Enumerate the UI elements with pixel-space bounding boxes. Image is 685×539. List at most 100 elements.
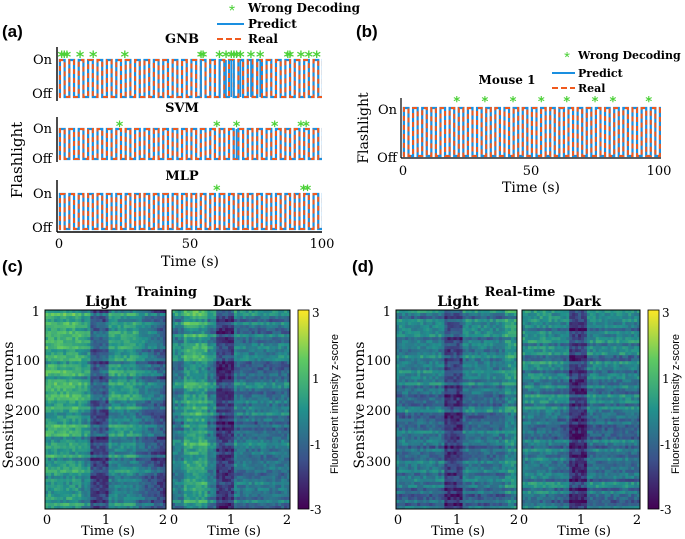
training-dark-cell: [195, 439, 199, 444]
training-light-cell: [51, 433, 55, 438]
training-light-cell: [144, 424, 149, 428]
training-light-cell: [108, 424, 112, 428]
training-light-cell: [162, 325, 167, 329]
training-light-cell: [132, 376, 137, 380]
training-dark-cell: [172, 319, 176, 323]
training-dark-cell: [210, 436, 214, 441]
training-light-cell: [99, 421, 103, 425]
training-dark-cell: [231, 475, 235, 480]
training-dark-cell: [210, 316, 214, 320]
training-dark-cell: [245, 427, 250, 432]
training-dark-cell: [198, 361, 202, 365]
training-dark-cell: [266, 415, 270, 419]
training-dark-cell: [186, 445, 191, 450]
training-light-cell: [84, 400, 88, 404]
training-dark-cell: [222, 316, 226, 320]
training-light-cell: [78, 502, 82, 507]
training-light-cell: [153, 472, 158, 477]
training-light-cell: [78, 358, 82, 362]
training-light-cell: [123, 415, 128, 419]
training-dark-cell: [207, 385, 211, 389]
training-dark-cell: [222, 361, 226, 365]
training-light-cell: [141, 379, 146, 383]
training-dark-cell: [183, 430, 188, 435]
training-dark-cell: [180, 454, 185, 459]
training-dark-cell: [210, 367, 214, 371]
training-dark-cell: [272, 448, 276, 453]
training-dark-cell: [189, 397, 194, 401]
training-dark-cell: [228, 466, 232, 471]
training-dark-cell: [195, 397, 199, 401]
training-light-cell: [75, 418, 79, 422]
training-dark-cell: [251, 439, 255, 444]
training-dark-cell: [174, 388, 179, 392]
training-light-cell: [84, 430, 88, 435]
training-light-cell: [114, 433, 118, 438]
training-dark-cell: [198, 319, 202, 323]
training-light-cell: [105, 379, 109, 383]
training-light-cell: [57, 439, 61, 444]
training-light-cell: [126, 400, 131, 404]
panel-b-title: Mouse 1: [479, 73, 536, 87]
training-light-cell: [60, 394, 64, 398]
training-light-cell: [102, 310, 106, 314]
training-dark-cell: [219, 397, 223, 401]
training-light-cell: [147, 487, 152, 492]
training-light-cell: [138, 397, 143, 401]
training-light-cell: [78, 322, 82, 326]
training-light-cell: [114, 346, 118, 350]
training-dark-cell: [251, 448, 255, 453]
training-dark-cell: [216, 436, 220, 441]
training-light-cell: [156, 439, 161, 444]
training-light-cell: [147, 400, 152, 404]
training-light-cell: [150, 454, 155, 459]
training-light-cell: [87, 421, 91, 425]
training-dark-cell: [213, 463, 217, 468]
training-dark-cell: [213, 412, 217, 416]
training-light-cell: [156, 409, 161, 413]
training-dark-cell: [236, 472, 241, 477]
training-dark-cell: [287, 310, 291, 314]
training-light-cell: [66, 475, 70, 480]
training-dark-cell: [222, 382, 226, 386]
training-dark-cell: [213, 424, 217, 428]
training-dark-cell: [201, 436, 205, 441]
training-dark-cell: [236, 346, 241, 350]
training-light-cell: [117, 499, 122, 504]
training-light-cell: [147, 421, 152, 425]
training-dark-cell: [254, 436, 258, 441]
training-dark-cell: [216, 334, 220, 338]
training-dark-cell: [263, 400, 267, 404]
training-light-cell: [129, 313, 134, 317]
training-light-cell: [51, 463, 55, 468]
training-dark-cell: [201, 370, 205, 374]
training-light-cell: [57, 415, 61, 419]
training-light-cell: [102, 391, 106, 395]
training-light-cell: [126, 361, 131, 365]
training-light-cell: [84, 313, 88, 317]
training-light-cell: [69, 337, 73, 341]
training-light-cell: [147, 364, 152, 368]
training-light-cell: [93, 400, 97, 404]
training-light-cell: [96, 361, 100, 365]
training-light-cell: [99, 316, 103, 320]
training-dark-cell: [183, 421, 188, 425]
training-dark-cell: [231, 358, 235, 362]
training-dark-cell: [172, 316, 176, 320]
training-dark-cell: [236, 424, 241, 428]
training-light-cell: [90, 436, 94, 441]
training-dark-cell: [248, 331, 253, 335]
training-light-cell: [75, 334, 79, 338]
training-dark-cell: [266, 337, 270, 341]
training-dark-cell: [172, 382, 176, 386]
training-light-cell: [156, 379, 161, 383]
training-dark-cell: [172, 313, 176, 317]
training-light-cell: [60, 361, 64, 365]
svm-wrong-2: *: [233, 119, 241, 135]
training-dark-cell: [248, 418, 253, 422]
training-light-cell: [57, 361, 61, 365]
training-light-cell: [120, 388, 125, 392]
training-dark-cell: [281, 442, 285, 447]
training-light-cell: [129, 331, 134, 335]
training-dark-cell: [225, 421, 229, 425]
